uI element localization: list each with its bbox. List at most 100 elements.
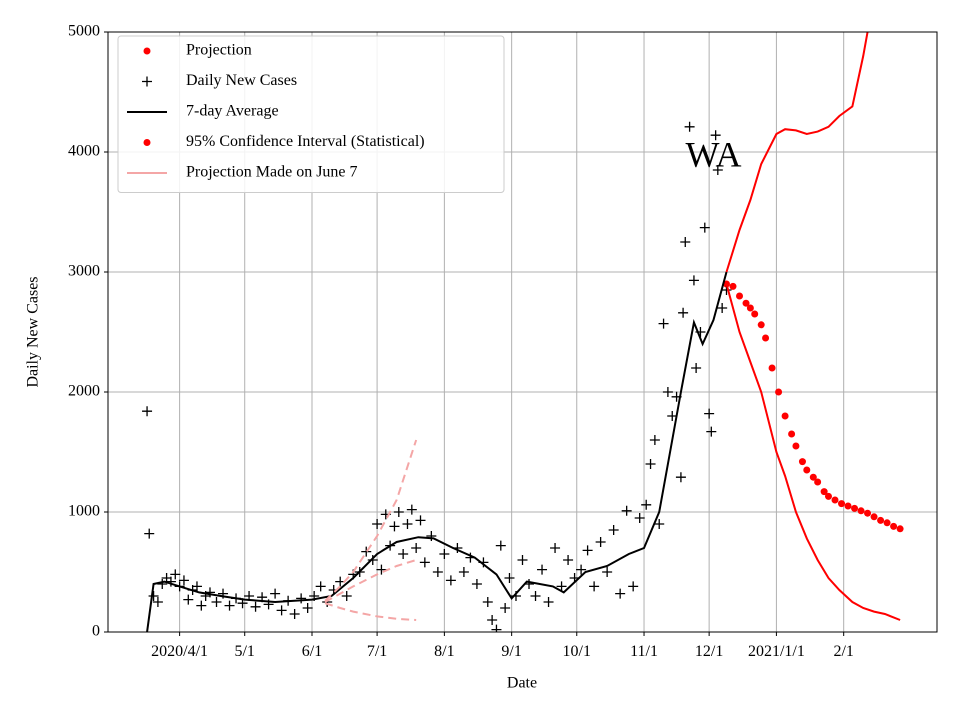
x-tick-label: 10/1 [563,643,591,660]
x-tick-label: 7/1 [367,643,387,660]
projection-dot [814,478,822,486]
case-marker [704,408,715,419]
case-marker [142,406,153,417]
june7-lower [324,602,417,621]
case-marker [191,581,202,592]
legend-marker [142,76,152,87]
projection-dot [809,473,817,481]
y-tick-label: 3000 [68,263,100,280]
projection-dot [788,430,796,438]
x-tick-label: 9/1 [501,643,521,660]
x-tick-label: 2020/4/1 [151,643,208,660]
x-tick-label: 5/1 [234,643,254,660]
legend-label: Projection [186,42,252,59]
legend-label: Daily New Cases [186,72,297,89]
case-marker [148,591,159,601]
case-marker [398,549,409,559]
legend-label: 7-day Average [186,103,279,120]
case-marker [608,525,619,535]
ci-upper [725,32,869,273]
case-marker [595,537,606,547]
x-tick-label: 11/1 [630,643,658,660]
case-marker [563,555,574,565]
case-marker [341,591,352,601]
projection-dot [838,500,846,508]
case-marker [471,579,482,589]
case-marker [376,564,387,575]
projection-dot [742,299,750,307]
case-marker [602,567,613,577]
case-marker [699,222,710,233]
projection-dot [844,502,852,510]
june7-values [324,559,417,603]
projection-dot [751,310,759,318]
case-marker [487,615,498,625]
projection-dot [729,282,737,290]
x-tick-label: 8/1 [434,643,454,660]
case-marker [426,531,437,541]
case-marker [458,567,469,577]
case-marker [402,519,413,529]
plot-frame [107,31,938,633]
case-marker [645,459,656,469]
average-line [146,271,728,632]
legend-label: Projection Made on June 7 [186,164,358,181]
y-tick-label: 0 [92,623,100,640]
case-marker [445,575,456,586]
projection-dot [757,321,765,329]
y-axis-label: Daily New Cases [25,276,42,387]
case-marker [654,519,665,529]
x-tick-label: 12/1 [695,643,723,660]
case-marker [517,555,528,565]
case-marker [152,597,163,607]
case-marker [389,521,400,532]
case-marker [662,387,673,397]
case-marker [495,540,506,551]
case-marker [589,581,600,592]
y-tick-label: 5000 [68,23,100,40]
projection-dot [820,488,828,496]
case-marker [178,575,189,586]
projection-dot [890,522,898,530]
projection-dot [857,507,865,515]
june7-upper [324,439,418,602]
case-marker [688,275,699,286]
case-marker [504,573,515,583]
case-marker [678,307,689,318]
projection-dot [877,516,885,524]
case-marker [675,472,686,483]
case-marker [628,581,639,592]
case-marker [315,581,326,592]
projection-dot [736,292,744,300]
x-axis-label: Date [507,675,537,692]
projection-dot [792,442,800,450]
case-marker [224,600,235,611]
case-marker [556,581,567,592]
case-marker [710,130,721,141]
y-tick-label: 1000 [68,503,100,520]
case-marker [144,528,155,539]
case-marker [170,569,181,580]
y-tick-label: 2000 [68,383,100,400]
case-marker [641,499,652,510]
case-marker [691,363,702,373]
case-marker [680,237,691,247]
case-marker [196,600,207,611]
case-marker [372,519,383,529]
projection-dot [824,492,832,500]
projection-dot [851,504,859,512]
case-marker [537,564,548,575]
x-tick-label: 6/1 [302,643,322,660]
case-marker [543,597,554,607]
y-tick-label: 4000 [68,143,100,160]
projection-dot [864,509,872,517]
case-marker [634,513,645,523]
case-marker [183,594,194,605]
projection-dot [781,412,789,420]
projection-dot [775,388,783,396]
projection-dot [762,334,770,342]
annotation: WA [685,134,741,174]
case-marker [649,435,660,445]
case-marker [289,609,300,619]
